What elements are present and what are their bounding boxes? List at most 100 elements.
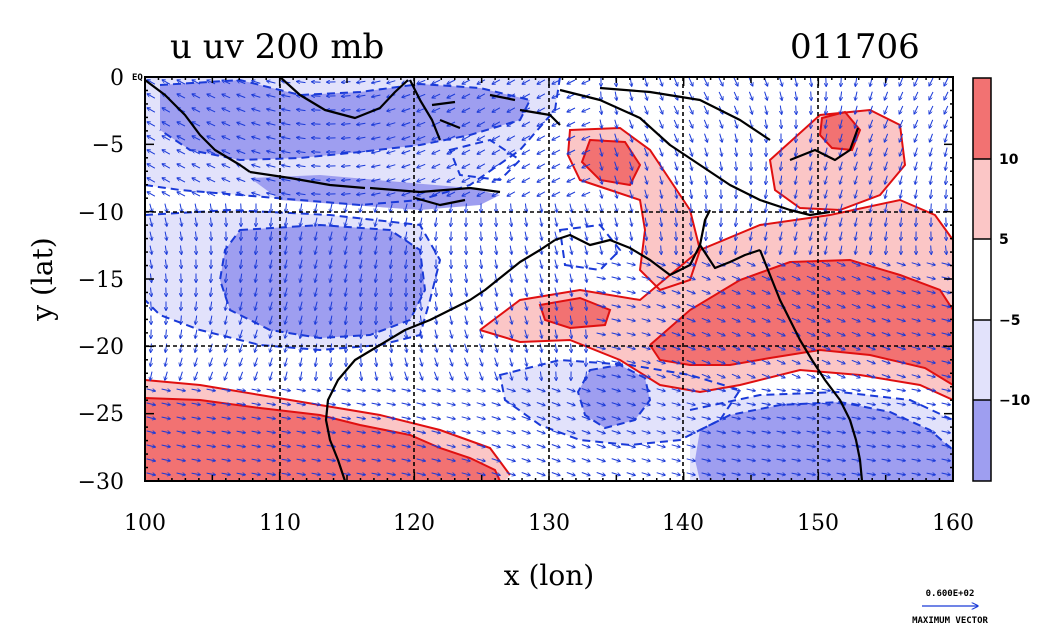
wind-arrow xyxy=(192,164,201,169)
wind-arrow xyxy=(402,94,411,98)
colorbar-label: −5 xyxy=(999,313,1020,329)
wind-arrow xyxy=(582,121,591,126)
wind-arrow xyxy=(300,273,302,283)
wind-arrow xyxy=(196,231,197,241)
wind-arrow xyxy=(911,290,921,294)
wind-arrow xyxy=(237,80,246,85)
wind-arrow xyxy=(582,177,591,182)
wind-arrow xyxy=(421,245,422,255)
wind-arrow xyxy=(180,217,182,227)
wind-arrow xyxy=(300,203,301,213)
wind-arrow xyxy=(552,149,561,154)
wind-arrow xyxy=(629,161,633,171)
wind-arrow xyxy=(825,189,827,199)
wind-arrow xyxy=(237,94,246,99)
wind-arrow xyxy=(929,77,934,86)
wind-arrow xyxy=(525,315,527,325)
wind-arrow xyxy=(417,121,426,125)
wind-arrow xyxy=(492,149,501,154)
wind-arrow xyxy=(851,261,860,265)
wind-arrow xyxy=(866,289,875,293)
wind-arrow xyxy=(719,133,723,143)
wind-arrow xyxy=(417,177,426,181)
wind-arrow xyxy=(495,287,497,297)
wind-arrow xyxy=(357,165,366,167)
wind-arrow xyxy=(510,273,512,283)
wind-arrow xyxy=(372,123,381,125)
colorbar-level-5 xyxy=(973,400,991,481)
x-tick-label: 130 xyxy=(528,511,570,536)
wind-arrow xyxy=(896,276,906,280)
wind-arrow xyxy=(870,175,873,185)
wind-arrow xyxy=(270,245,271,255)
wind-arrow xyxy=(147,122,156,127)
reference-vector-value: 0.600E+02 xyxy=(926,589,975,599)
wind-arrow xyxy=(840,161,843,171)
wind-arrow xyxy=(447,149,456,154)
colorbar-label: 10 xyxy=(999,152,1019,168)
wind-arrow xyxy=(780,175,781,185)
wind-arrow xyxy=(660,175,662,185)
wind-arrow xyxy=(851,303,860,307)
wind-arrow xyxy=(930,147,933,157)
wind-arrow xyxy=(701,261,710,265)
wind-arrow xyxy=(177,80,186,85)
wind-arrow xyxy=(420,203,422,213)
wind-arrow xyxy=(537,107,546,112)
wind-arrow xyxy=(795,161,797,171)
wind-arrow xyxy=(252,109,261,112)
wind-arrow xyxy=(180,231,181,241)
wind-arrow xyxy=(582,149,591,154)
wind-arrow xyxy=(881,290,890,294)
wind-arrow xyxy=(165,217,167,227)
wind-arrow xyxy=(270,315,272,325)
wind-arrow xyxy=(735,245,737,255)
wind-arrow xyxy=(751,147,752,157)
wind-arrow xyxy=(644,91,648,101)
wind-arrow xyxy=(450,287,451,297)
wind-arrow xyxy=(192,94,201,99)
wind-arrow xyxy=(511,203,512,213)
wind-arrow xyxy=(447,107,456,112)
wind-arrow xyxy=(237,136,246,141)
wind-arrow xyxy=(796,133,797,143)
wind-arrow xyxy=(345,217,347,227)
wind-arrow xyxy=(899,133,904,142)
wind-arrow xyxy=(686,289,695,293)
wind-arrow xyxy=(614,133,618,143)
wind-arrow xyxy=(195,203,197,213)
wind-arrow xyxy=(361,357,362,367)
wind-arrow xyxy=(855,189,857,199)
wind-arrow xyxy=(599,175,603,185)
wind-arrow xyxy=(776,289,785,294)
wind-arrow xyxy=(600,161,602,171)
wind-arrow xyxy=(675,203,676,213)
wind-arrow xyxy=(855,231,857,241)
wind-arrow xyxy=(226,203,227,213)
wind-arrow xyxy=(390,259,391,269)
wind-arrow xyxy=(330,203,332,213)
wind-arrow xyxy=(703,77,708,86)
wind-arrow xyxy=(795,245,797,255)
wind-arrow xyxy=(716,303,725,307)
wind-arrow xyxy=(761,289,770,294)
wind-arrow xyxy=(671,318,680,322)
colorbar-label: −10 xyxy=(999,393,1030,409)
wind-arrow xyxy=(237,192,246,197)
wind-arrow xyxy=(704,133,708,143)
x-tick-label: 160 xyxy=(932,511,974,536)
wind-arrow xyxy=(150,231,152,241)
wind-arrow xyxy=(282,193,291,195)
wind-arrow xyxy=(480,273,482,283)
wind-arrow xyxy=(585,231,587,241)
wind-arrow xyxy=(944,91,949,100)
wind-vectors xyxy=(147,77,951,476)
wind-arrow xyxy=(626,291,636,293)
wind-arrow xyxy=(282,179,291,181)
wind-arrow xyxy=(886,245,887,255)
wind-arrow xyxy=(840,147,843,157)
wind-arrow xyxy=(507,135,516,140)
wind-arrow xyxy=(222,136,231,141)
wind-arrow xyxy=(237,108,246,113)
wind-arrow xyxy=(555,273,557,283)
